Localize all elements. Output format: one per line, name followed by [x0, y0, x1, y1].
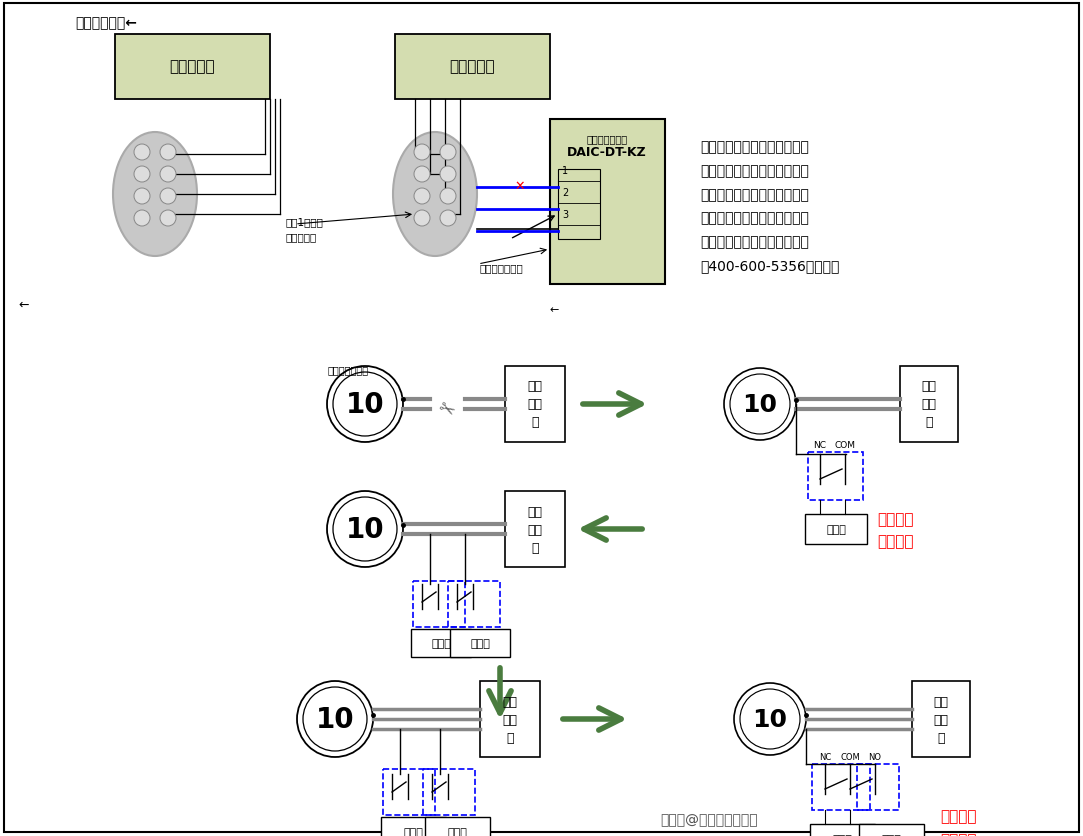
- Circle shape: [440, 211, 456, 227]
- Text: 电梯
逻辑
器: 电梯 逻辑 器: [934, 695, 949, 743]
- Text: 原电梯系统: 原电梯系统: [169, 59, 214, 74]
- Text: 深圳市多奥科技: 深圳市多奥科技: [328, 364, 369, 375]
- Text: 继电器: 继电器: [447, 827, 467, 836]
- Text: ←: ←: [18, 298, 28, 311]
- Text: 原电梯接线断开: 原电梯接线断开: [480, 263, 524, 273]
- Bar: [805, 514, 867, 544]
- Text: 继电器: 继电器: [882, 834, 901, 836]
- Text: 电梯楼层控制板: 电梯楼层控制板: [586, 134, 627, 144]
- Text: 10: 10: [753, 707, 787, 732]
- Circle shape: [134, 189, 151, 205]
- Text: 继电器: 继电器: [832, 834, 852, 836]
- Text: 双继电器: 双继电器: [940, 808, 977, 823]
- Text: 控制方式: 控制方式: [940, 833, 977, 836]
- Text: 继电器: 继电器: [826, 524, 846, 534]
- Bar: [451, 630, 510, 657]
- Text: 注意：电梯品牌型号不同，接
线方式有很大的差别特别是三
菱，迅达某些型号需专业转接
板；日立，蒂森，奥的斯，通
力等不同梯控接线方式请与客
服400-600-5: 注意：电梯品牌型号不同，接 线方式有很大的差别特别是三 菱，迅达某些型号需专业转…: [700, 140, 839, 273]
- Text: 10: 10: [315, 705, 354, 733]
- Bar: [423, 769, 475, 815]
- Circle shape: [440, 167, 456, 183]
- Text: 继电器: 继电器: [431, 638, 451, 648]
- Circle shape: [327, 366, 403, 442]
- Text: 电梯
逻辑
器: 电梯 逻辑 器: [527, 505, 543, 553]
- Circle shape: [414, 167, 430, 183]
- Bar: [857, 764, 899, 810]
- Circle shape: [297, 681, 373, 757]
- Text: 10: 10: [743, 393, 778, 416]
- Bar: [383, 769, 435, 815]
- Bar: [480, 681, 540, 757]
- Bar: [448, 581, 500, 627]
- Text: 控制方式: 控制方式: [877, 534, 913, 549]
- Text: 10: 10: [345, 515, 384, 543]
- Bar: [505, 492, 565, 568]
- Bar: [412, 630, 471, 657]
- Circle shape: [134, 167, 151, 183]
- Text: NC: NC: [813, 441, 826, 450]
- Bar: [558, 170, 600, 240]
- Circle shape: [160, 211, 177, 227]
- Text: ✕: ✕: [514, 179, 525, 192]
- Text: NC: NC: [819, 752, 831, 761]
- Bar: [381, 817, 446, 836]
- Text: ←: ←: [550, 304, 560, 314]
- Circle shape: [725, 369, 796, 441]
- Circle shape: [134, 211, 151, 227]
- Text: 2: 2: [562, 188, 569, 198]
- Bar: [900, 366, 958, 442]
- Bar: [810, 824, 875, 836]
- Bar: [550, 120, 665, 285]
- Text: ✂: ✂: [433, 397, 457, 422]
- Circle shape: [414, 145, 430, 161]
- Bar: [912, 681, 970, 757]
- Bar: [395, 35, 550, 99]
- Text: 电梯
逻辑
器: 电梯 逻辑 器: [503, 695, 518, 743]
- Circle shape: [160, 145, 177, 161]
- Text: 搜狐号@深圳市多奥科技: 搜狐号@深圳市多奥科技: [660, 812, 758, 826]
- Text: DAIC-DT-KZ: DAIC-DT-KZ: [567, 145, 647, 158]
- Text: 一般1楼公共
楼层不受控: 一般1楼公共 楼层不受控: [285, 217, 323, 242]
- Bar: [115, 35, 270, 99]
- Circle shape: [440, 189, 456, 205]
- Text: 继电器: 继电器: [470, 638, 490, 648]
- Text: 10: 10: [345, 390, 384, 419]
- Circle shape: [160, 189, 177, 205]
- Text: NO: NO: [869, 752, 882, 761]
- Circle shape: [327, 492, 403, 568]
- Bar: [425, 817, 490, 836]
- Circle shape: [160, 167, 177, 183]
- Bar: [413, 581, 465, 627]
- Bar: [812, 764, 870, 810]
- Circle shape: [134, 145, 151, 161]
- Ellipse shape: [393, 133, 477, 257]
- Text: 继电器: 继电器: [403, 827, 423, 836]
- Text: 原电梯系统: 原电梯系统: [449, 59, 495, 74]
- Bar: [859, 824, 924, 836]
- Text: 单继电器: 单继电器: [877, 512, 913, 527]
- Circle shape: [734, 683, 806, 755]
- Text: COM: COM: [835, 441, 856, 450]
- Text: 1: 1: [562, 166, 569, 176]
- Text: 电梯
逻辑
器: 电梯 逻辑 器: [527, 380, 543, 429]
- Bar: [505, 366, 565, 442]
- Circle shape: [414, 189, 430, 205]
- Text: 3: 3: [562, 210, 569, 220]
- Circle shape: [440, 145, 456, 161]
- Ellipse shape: [113, 133, 197, 257]
- Text: 电梯
逻辑
器: 电梯 逻辑 器: [922, 380, 937, 429]
- Bar: [808, 452, 863, 501]
- Text: 【破线控制】←: 【破线控制】←: [75, 16, 136, 30]
- Circle shape: [414, 211, 430, 227]
- Text: COM: COM: [840, 752, 860, 761]
